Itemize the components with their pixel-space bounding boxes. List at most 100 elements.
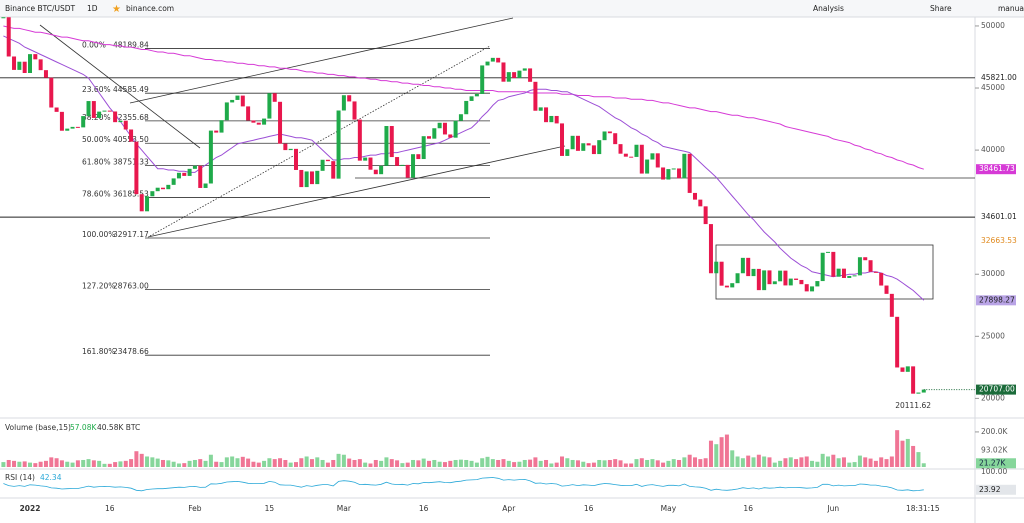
volume-bar — [921, 463, 926, 467]
candle — [86, 101, 91, 117]
volume-bar — [581, 461, 586, 467]
candle — [267, 93, 272, 119]
volume-bar — [22, 461, 27, 467]
candle — [91, 101, 96, 118]
volume-stat: 40.58K BTC — [97, 423, 140, 432]
volume-bar — [192, 459, 197, 467]
candle — [182, 172, 187, 176]
candle — [176, 172, 181, 179]
candle — [75, 126, 80, 128]
volume-bar — [554, 462, 559, 467]
volume-bar — [246, 458, 251, 467]
candle — [623, 153, 628, 157]
candle — [325, 159, 330, 162]
candle — [150, 191, 155, 197]
trend-line — [147, 145, 566, 238]
volume-bar — [522, 459, 527, 467]
candle — [884, 285, 889, 294]
x-tick-label: Feb — [188, 504, 202, 513]
candle — [655, 153, 660, 168]
candle — [17, 61, 22, 70]
volume-bar — [847, 462, 852, 467]
volume-bar — [416, 460, 421, 467]
candle — [517, 70, 522, 78]
volume-bar — [735, 456, 740, 467]
candle — [405, 164, 410, 178]
volume-bar — [1, 462, 6, 467]
candle — [315, 170, 320, 185]
symbol[interactable]: Binance BTC/USDT — [5, 4, 76, 13]
volume-bar — [693, 457, 697, 467]
candle — [469, 96, 474, 101]
volume-bar — [868, 458, 873, 467]
volume-bar — [831, 454, 836, 467]
volume-bar — [703, 458, 708, 467]
candle — [43, 70, 48, 78]
candle — [118, 120, 123, 123]
volume-bar — [895, 430, 900, 467]
candle — [629, 156, 634, 158]
analysis-button[interactable]: Analysis — [813, 4, 844, 13]
candle — [379, 165, 384, 175]
volume-bar — [411, 459, 416, 467]
volume-bar — [373, 459, 378, 467]
volume-bar — [794, 459, 799, 467]
candle — [464, 100, 469, 115]
candle — [240, 95, 245, 107]
volume-bar — [730, 450, 735, 467]
y-tick-label: 45000 — [981, 83, 1005, 92]
candle — [474, 93, 479, 97]
fib-price: 28763.00 — [113, 282, 149, 291]
candle — [214, 130, 219, 133]
x-tick-label: Apr — [502, 504, 516, 513]
candle — [570, 135, 575, 150]
candle — [528, 68, 533, 82]
volume-bar — [97, 460, 102, 467]
interval[interactable]: 1D — [87, 4, 98, 13]
x-tick-label: May — [661, 504, 677, 513]
candle — [639, 144, 644, 174]
volume-bar — [490, 459, 495, 467]
candle — [59, 111, 64, 131]
candle — [347, 95, 352, 102]
candle — [581, 143, 586, 151]
candle — [363, 157, 368, 161]
volume-bar — [86, 459, 91, 467]
volume-bar — [70, 462, 75, 467]
volume-bar — [176, 463, 181, 467]
candle — [645, 159, 650, 174]
volume-bar — [400, 463, 405, 467]
trend-line — [39, 24, 201, 149]
candle — [453, 120, 458, 138]
volume-bar — [432, 459, 437, 467]
volume-bar — [102, 463, 107, 467]
user[interactable]: manual — [998, 4, 1024, 13]
candle — [671, 168, 676, 170]
volume-bar — [533, 457, 538, 467]
candle — [724, 285, 729, 288]
x-tick-label: 16 — [743, 504, 753, 513]
volume-bar — [134, 451, 139, 467]
volume-bar — [75, 460, 80, 467]
volume-bar — [49, 457, 54, 467]
candle — [900, 367, 905, 372]
candle — [341, 95, 346, 111]
star-icon[interactable]: ★ — [112, 4, 121, 15]
fib-price: 42355.68 — [113, 113, 149, 122]
candle — [794, 278, 799, 280]
volume-bar — [740, 458, 745, 467]
candle — [560, 123, 564, 156]
volume-stat: 57.08K — [70, 423, 97, 432]
candle — [565, 149, 570, 156]
candle — [895, 316, 900, 368]
ma-slow-label-box — [976, 164, 1016, 175]
candle — [480, 65, 485, 94]
volume-bar — [905, 438, 910, 467]
y-tick-label: 50000 — [981, 21, 1005, 30]
time-label: 18:31:15 — [906, 504, 940, 513]
volume-bar — [719, 437, 724, 467]
fib-ratio: 127.20% — [82, 282, 115, 291]
volume-bar — [203, 460, 208, 467]
volume-bar — [272, 459, 277, 467]
share-button[interactable]: Share — [930, 4, 952, 13]
